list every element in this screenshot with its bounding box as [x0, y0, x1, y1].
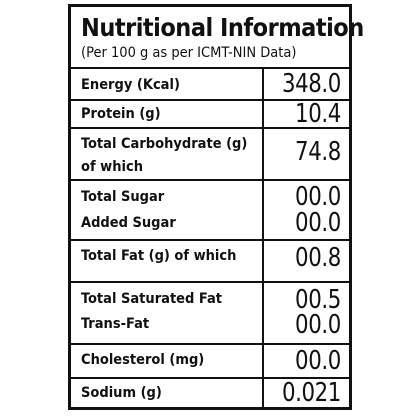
row-value-energy: 348.0: [282, 69, 341, 99]
row-label-saturated-fat: Total Saturated Fat: [81, 291, 223, 307]
row-value-protein: 10.4: [295, 99, 341, 129]
nutrition-facts-panel: Nutritional Information (Per 100 g as pe…: [68, 4, 364, 410]
row-divider: [71, 239, 349, 241]
panel-title: Nutritional Information: [81, 13, 364, 42]
row-label-carbohydrate-sub: of which: [81, 159, 144, 175]
row-value-total-fat: 00.8: [295, 243, 341, 273]
row-divider: [71, 377, 349, 379]
row-label-added-sugar: Added Sugar: [81, 215, 176, 231]
header-divider: [71, 67, 349, 69]
row-divider: [71, 179, 349, 181]
row-label-cholesterol: Cholesterol (mg): [81, 352, 205, 368]
row-value-total-sugar: 00.0: [295, 182, 341, 212]
row-label-sodium: Sodium (g): [81, 385, 162, 401]
row-divider: [71, 281, 349, 283]
row-value-saturated-fat: 00.5: [295, 285, 341, 315]
row-label-total-fat: Total Fat (g) of which: [81, 248, 237, 264]
row-divider: [71, 127, 349, 129]
row-label-carbohydrate: Total Carbohydrate (g): [81, 136, 248, 152]
row-value-sodium: 0.021: [282, 378, 341, 408]
row-value-trans-fat: 00.0: [295, 310, 341, 340]
row-divider: [71, 343, 349, 345]
row-label-protein: Protein (g): [81, 106, 161, 122]
row-value-cholesterol: 00.0: [295, 346, 341, 376]
row-label-energy: Energy (Kcal): [81, 77, 180, 93]
column-divider: [262, 69, 264, 407]
row-value-carbohydrate: 74.8: [295, 137, 341, 167]
row-divider: [71, 99, 349, 101]
row-label-total-sugar: Total Sugar: [81, 189, 165, 205]
row-label-trans-fat: Trans-Fat: [81, 316, 150, 332]
panel-subtitle: (Per 100 g as per ICMT-NIN Data): [81, 45, 297, 61]
row-value-added-sugar: 00.0: [295, 208, 341, 238]
